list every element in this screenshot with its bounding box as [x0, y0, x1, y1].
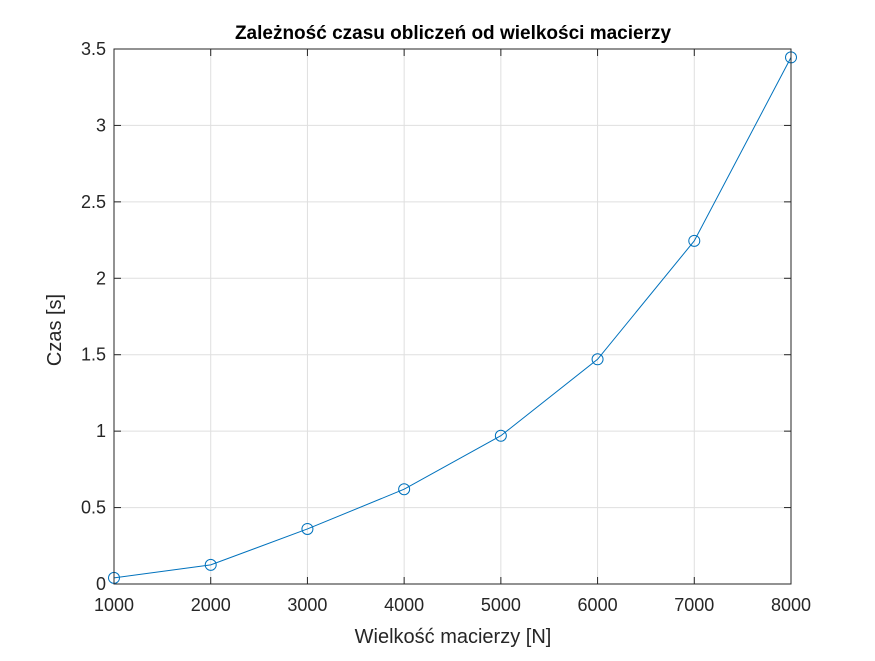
x-tick-label: 7000: [674, 595, 714, 615]
chart-title: Zależność czasu obliczeń od wielkości ma…: [235, 23, 672, 44]
data-point-marker: [204, 558, 217, 571]
y-tick-label: 3.5: [81, 39, 106, 59]
x-tick-label: 4000: [384, 595, 424, 615]
data-point-marker: [494, 429, 507, 442]
ticks: 1000 2000 3000 4000 5000 6000 7000 8000 0 0.5 1 1.5…: [81, 39, 811, 615]
data-point-marker: [688, 234, 701, 247]
grid: [113, 48, 792, 585]
y-tick-label: 0: [96, 574, 106, 594]
x-tick-label: 5000: [481, 595, 521, 615]
x-tick-label: 1000: [94, 595, 134, 615]
data-point-marker: [591, 353, 604, 366]
data-point-marker: [301, 522, 314, 535]
y-tick-label: 3: [96, 115, 106, 135]
y-tick-label: 2.5: [81, 192, 106, 212]
y-tick-label: 1.5: [81, 345, 106, 365]
x-tick-label: 6000: [578, 595, 618, 615]
y-tick-label: 1: [96, 421, 106, 441]
x-tick-label: 2000: [191, 595, 231, 615]
x-tick-label: 8000: [771, 595, 811, 615]
x-axis-label: Wielkość macierzy [N]: [355, 626, 552, 648]
y-axis-label: Czas [s]: [44, 294, 66, 366]
series-line: [113, 57, 792, 579]
y-tick-label: 2: [96, 268, 106, 288]
axes-box: [113, 48, 792, 585]
data-point-marker: [398, 483, 411, 496]
x-tick-label: 3000: [287, 595, 327, 615]
y-tick-label: 0.5: [81, 498, 106, 518]
